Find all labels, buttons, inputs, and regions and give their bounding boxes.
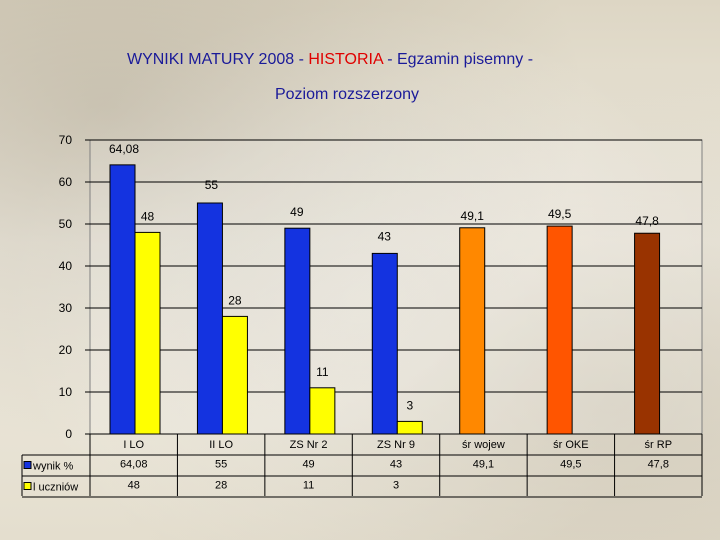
x-category-label-6: śr RP xyxy=(645,439,673,451)
table-cell-0-0: 64,08 xyxy=(120,459,148,471)
table-cell-0-4: 49,1 xyxy=(473,459,494,471)
bar-wynik-0 xyxy=(109,164,136,435)
table-cell-0-6: 47,8 xyxy=(648,459,669,471)
value-label-wynik-3: 43 xyxy=(378,229,392,243)
table-cell-1-1: 28 xyxy=(215,480,227,492)
bar-wynik-1 xyxy=(196,202,223,435)
value-label-wynik-0: 64,08 xyxy=(109,142,139,156)
bar-wynik-5 xyxy=(546,225,573,435)
value-label-uczniow-2: 11 xyxy=(316,365,329,379)
value-label-uczniow-1: 28 xyxy=(228,293,242,307)
x-category-label-5: śr OKE xyxy=(553,439,588,451)
y-tick-label-60: 60 xyxy=(59,175,73,189)
bar-wynik-3 xyxy=(371,252,398,435)
title-part1: WYNIKI MATURY 2008 - xyxy=(126,51,309,68)
value-label-wynik-5: 49,5 xyxy=(548,207,572,221)
legend-swatch-0 xyxy=(23,461,32,469)
bar-wynik-2 xyxy=(284,227,311,435)
bar-uczniow-0 xyxy=(134,231,161,435)
y-tick-label-40: 40 xyxy=(59,259,73,273)
legend-swatch-1 xyxy=(23,482,32,490)
x-category-label-4: śr wojew xyxy=(462,439,505,451)
y-tick-label-70: 70 xyxy=(59,133,73,147)
legend-label-1: l uczniów xyxy=(33,482,78,494)
table-cell-0-1: 55 xyxy=(215,459,227,471)
table-cell-1-0: 48 xyxy=(128,480,140,492)
x-category-label-0: I LO xyxy=(123,439,144,451)
bar-wynik-6 xyxy=(634,232,661,435)
value-label-wynik-6: 47,8 xyxy=(635,214,659,228)
table-cell-1-2: 11 xyxy=(303,480,314,492)
bar-uczniow-1 xyxy=(221,315,248,435)
table-cell-0-2: 49 xyxy=(302,459,314,471)
value-label-wynik-1: 55 xyxy=(205,178,219,192)
table-cell-1-3: 3 xyxy=(393,480,399,492)
value-label-wynik-4: 49,1 xyxy=(461,209,485,223)
value-label-uczniow-0: 48 xyxy=(141,209,155,223)
x-category-label-3: ZS Nr 9 xyxy=(377,439,415,451)
x-category-label-1: II LO xyxy=(209,439,233,451)
value-label-uczniow-3: 3 xyxy=(406,398,413,412)
legend-label-0: wynik % xyxy=(32,461,74,473)
bar-uczniow-3 xyxy=(396,420,423,435)
chart-subtitle: Poziom rozszerzony xyxy=(274,86,420,103)
title-part2: - Egzamin pisemny - xyxy=(382,51,534,68)
title-highlight: HISTORIA xyxy=(308,51,383,68)
y-tick-label-0: 0 xyxy=(65,427,72,441)
y-tick-label-30: 30 xyxy=(59,301,73,315)
chart-title: WYNIKI MATURY 2008 - HISTORIA - Egzamin … xyxy=(0,51,660,69)
bar-uczniow-2 xyxy=(309,387,336,435)
table-cell-0-5: 49,5 xyxy=(560,459,581,471)
y-tick-label-50: 50 xyxy=(59,217,73,231)
bar-wynik-4 xyxy=(459,227,486,435)
y-tick-label-20: 20 xyxy=(59,343,73,357)
x-category-label-2: ZS Nr 2 xyxy=(290,439,328,451)
value-label-wynik-2: 49 xyxy=(290,205,304,219)
y-tick-label-10: 10 xyxy=(59,385,73,399)
table-cell-0-3: 43 xyxy=(390,459,402,471)
